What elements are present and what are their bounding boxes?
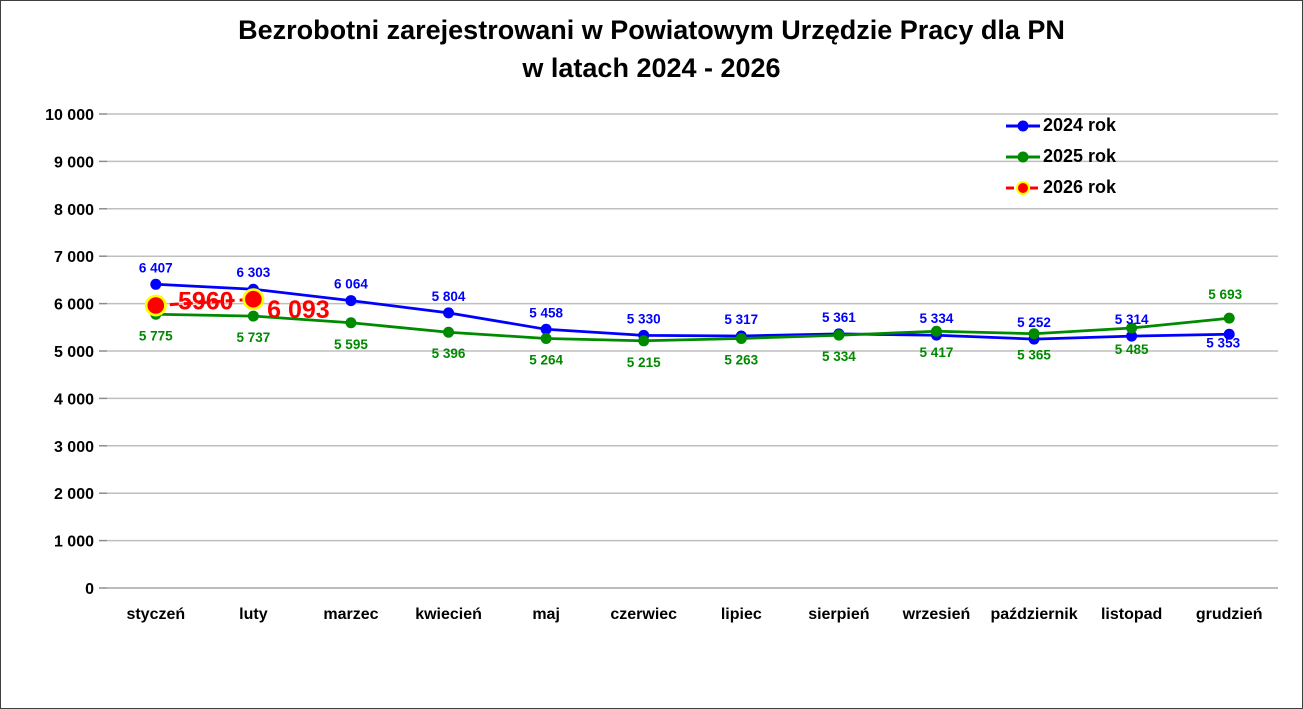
y-axis-label: 6 000: [54, 297, 94, 314]
legend-item-2024-rok: 2024 rok: [1005, 115, 1116, 136]
data-point-2025-rok: [735, 333, 747, 345]
data-label-2025-rok: 5 396: [432, 346, 466, 361]
legend-item-2025-rok: 2025 rok: [1005, 146, 1116, 167]
legend-item-2026-rok: 2026 rok: [1005, 177, 1116, 198]
series-line-2026-rok: [155, 297, 254, 307]
y-axis-label: 3 000: [54, 439, 94, 456]
data-point-2024-rok: [150, 278, 162, 290]
x-axis-label-czerwiec: czerwiec: [610, 606, 677, 623]
data-label-2024-rok: 5 458: [529, 305, 563, 320]
legend-label: 2024 rok: [1043, 115, 1117, 135]
data-point-2025-rok: [930, 325, 942, 337]
data-point-2025-rok: [247, 310, 259, 322]
data-label-2024-rok: 5 334: [920, 311, 954, 326]
series-line-2025-rok: [155, 312, 1230, 343]
chart-title-line2: w latach 2024 - 2026: [522, 53, 781, 83]
data-label-2026-rok: 5960: [178, 287, 234, 315]
x-axis-label-październik: październik: [990, 606, 1077, 623]
data-label-2025-rok: 5 775: [139, 328, 173, 343]
data-label-2025-rok: 5 737: [236, 330, 270, 345]
x-axis-label-luty: luty: [239, 606, 268, 623]
legend-label: 2026 rok: [1043, 177, 1117, 197]
data-point-2025-rok: [638, 335, 650, 347]
data-label-2024-rok: 5 252: [1017, 315, 1051, 330]
legend: 2024 rok 2025 rok 2026 rok: [1005, 115, 1116, 198]
legend-marker: [1017, 120, 1029, 131]
y-axis-label: 9 000: [54, 154, 94, 171]
data-label-2025-rok: 5 417: [920, 345, 954, 360]
data-label-2025-rok: 5 215: [627, 355, 661, 370]
y-axis-label: 8 000: [54, 202, 94, 219]
data-label-2025-rok: 5 595: [334, 337, 368, 352]
data-label-2025-rok: 5 485: [1115, 342, 1149, 357]
data-label-2025-rok: 5 263: [724, 353, 758, 368]
x-axis-label-maj: maj: [532, 606, 560, 623]
series-line-2024-rok: [155, 282, 1230, 341]
y-axis-label: 0: [85, 581, 94, 598]
legend-swatch-2026-rok: [1006, 180, 1040, 195]
x-axis-label-marzec: marzec: [323, 606, 378, 623]
data-label-2024-rok: 5 314: [1115, 312, 1149, 327]
data-label-2024-rok: 5 317: [724, 312, 758, 327]
y-axis-label: 2 000: [54, 486, 94, 503]
chart-title: Bezrobotni zarejestrowani w Powiatowym U…: [1, 11, 1302, 87]
data-point-2025-rok: [1223, 312, 1235, 324]
data-point-2026-rok: [245, 290, 262, 308]
x-axis-label-wrzesień: wrzesień: [902, 606, 971, 623]
y-axis-label: 10 000: [45, 107, 94, 124]
data-point-2024-rok: [443, 307, 455, 319]
data-label-2026-rok: 6 093: [267, 296, 330, 324]
data-point-2024-rok: [1223, 328, 1235, 340]
legend-label: 2025 rok: [1043, 146, 1117, 166]
legend-swatch-2024-rok: [1006, 120, 1040, 131]
x-axis-label-styczeń: styczeń: [126, 606, 185, 623]
data-point-2024-rok: [345, 295, 357, 307]
data-point-2025-rok: [443, 326, 455, 338]
data-label-2024-rok: 5 330: [627, 311, 661, 326]
data-label-2024-rok: 6 303: [236, 265, 270, 280]
legend-marker: [1017, 151, 1029, 162]
data-label-2024-rok: 5 804: [432, 289, 466, 304]
data-label-2025-rok: 5 264: [529, 352, 563, 367]
data-point-2024-rok: [1126, 330, 1138, 342]
y-axis-label: 5 000: [54, 344, 94, 361]
data-label-2025-rok: 5 365: [1017, 348, 1051, 363]
data-point-2026-rok: [147, 297, 165, 314]
y-axis-label: 7 000: [54, 249, 94, 266]
y-axis-label: 4 000: [54, 391, 94, 408]
x-axis-label-kwiecień: kwiecień: [415, 606, 482, 623]
data-label-2025-rok: 5 334: [822, 349, 856, 364]
chart-title-line1: Bezrobotni zarejestrowani w Powiatowym U…: [238, 15, 1065, 45]
data-point-2025-rok: [345, 317, 357, 329]
legend-swatch-2025-rok: [1006, 151, 1040, 162]
data-point-2025-rok: [540, 332, 552, 344]
data-point-2025-rok: [833, 329, 845, 341]
y-axis-label: 1 000: [54, 534, 94, 551]
x-axis-label-grudzień: grudzień: [1196, 606, 1263, 623]
data-point-2025-rok: [1028, 328, 1040, 340]
data-point-2024-rok: [540, 323, 552, 335]
data-point-2025-rok: [1126, 322, 1138, 334]
data-label-2024-rok: 6 407: [139, 260, 173, 275]
data-label-2024-rok: 5 361: [822, 310, 856, 325]
data-label-2024-rok: 6 064: [334, 277, 368, 292]
legend-marker: [1018, 182, 1028, 193]
x-axis-label-sierpień: sierpień: [808, 606, 869, 623]
data-label-2024-rok: 5 353: [1206, 335, 1240, 350]
data-label-2025-rok: 5 693: [1208, 287, 1242, 302]
x-axis-label-listopad: listopad: [1101, 606, 1162, 623]
x-axis-label-lipiec: lipiec: [721, 606, 762, 623]
